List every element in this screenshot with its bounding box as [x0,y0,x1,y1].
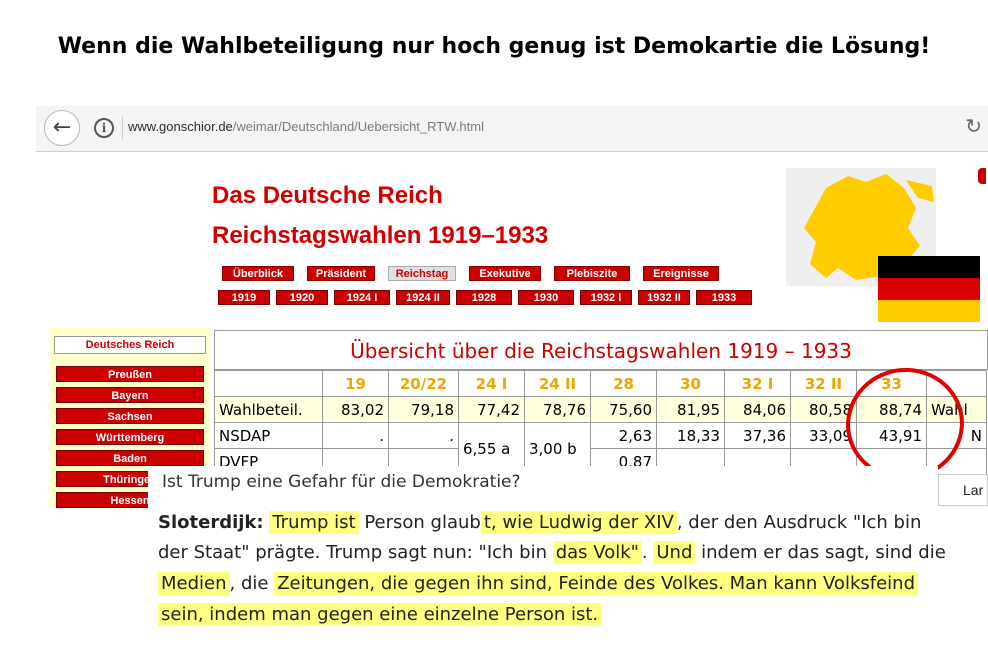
table-header-row: 19 20/22 24 I 24 II 28 30 32 I 32 II 33 [214,370,987,397]
table-cell: 81,95 [656,396,725,423]
germany-map-image [786,168,936,286]
nav-reichstag[interactable]: Reichstag [388,266,456,281]
table-cell: 2,63 [590,422,657,449]
sidebar-item-wuerttemberg[interactable]: Württemberg [56,429,204,445]
highlight: Und [653,541,696,564]
year-1919[interactable]: 1919 [218,290,270,305]
nav-praesident[interactable]: Präsident [307,266,375,281]
column-header: 24 II [524,370,591,397]
table-header-corner [214,370,323,397]
nav-ereignisse[interactable]: Ereignisse [643,266,719,281]
back-arrow-icon[interactable]: ← [44,110,80,146]
column-header [926,370,987,397]
year-1928[interactable]: 1928 [456,290,512,305]
table-cell: 77,42 [458,396,525,423]
site-title: Das Deutsche Reich [212,182,443,209]
row-label: Wahlbeteil. [214,396,323,423]
nav-plebiszite[interactable]: Plebiszite [554,266,630,281]
text-span: der Staat" prägte. Trump sagt nun: "Ich … [158,542,553,563]
interview-question: Ist Trump eine Gefahr für die Demokratie… [162,472,521,492]
url-domain: www.gonschior.de [128,119,233,134]
table-cell: 43,91 [856,422,927,449]
main-nav: Überblick Präsident Reichstag Exekutive … [222,266,732,281]
table-cell [926,448,987,475]
year-nav: 1919 1920 1924 I 1924 II 1928 1930 1932 … [218,290,758,305]
year-1932-i[interactable]: 1932 I [580,290,632,305]
table-cell: N [926,422,987,449]
text-span: . [641,542,654,563]
url-path: /weimar/Deutschland/Uebersicht_RTW.html [232,119,484,134]
table-cell: 18,33 [656,422,725,449]
year-1924-ii[interactable]: 1924 II [396,290,450,305]
table-cell: . [322,422,389,449]
table-title: Übersicht über die Reichstagswahlen 1919… [214,330,988,370]
article-line-2: der Staat" prägte. Trump sagt nun: "Ich … [158,541,946,564]
column-header: 19 [322,370,389,397]
table-cell: 37,36 [724,422,791,449]
column-header: 32 I [724,370,791,397]
headline: Wenn die Wahlbeteiligung nur hoch genug … [57,34,931,59]
text-span: indem er das sagt, sind die [695,542,946,563]
highlight: das Volk" [552,541,642,564]
highlight: sein, indem man gegen eine einzelne Pers… [158,603,602,626]
table-row: NSDAP . . 6,55 a 3,00 b 2,63 18,33 37,36… [214,422,987,475]
address-bar[interactable]: www.gonschior.de/weimar/Deutschland/Uebe… [128,119,484,134]
site-logo-fragment [978,168,986,184]
table-row: Wahlbeteil. 83,02 79,18 77,42 78,76 75,6… [214,396,987,423]
nav-ueberblick[interactable]: Überblick [222,266,294,281]
nav-exekutive[interactable]: Exekutive [469,266,541,281]
highlight: Medien [158,572,230,595]
article-line-1: Sloterdijk: Trump ist Person glaub t, wie… [158,511,922,534]
text-span: , der den Ausdruck "Ich bin [676,512,922,533]
column-header: 24 I [458,370,525,397]
table-cell: 78,76 [524,396,591,423]
article-line-4: sein, indem man gegen eine einzelne Pers… [158,603,602,626]
column-header: 28 [590,370,657,397]
site-subtitle: Reichstagswahlen 1919–1933 [212,222,549,249]
article-line-3: Medien, die Zeitungen, die gegen ihn sin… [158,572,918,595]
table-cell: 88,74 [856,396,927,423]
browser-toolbar: ← i www.gonschior.de/weimar/Deutschland/… [36,106,988,152]
sidebar-item-preussen[interactable]: Preußen [56,366,204,382]
row-label: NSDAP [214,422,323,449]
table-cell: . [388,422,459,449]
column-header: 20/22 [388,370,459,397]
table-cell: 83,02 [322,396,389,423]
table-cell: Wahl [926,396,987,423]
highlight: Trump ist [269,511,359,534]
year-1933[interactable]: 1933 [696,290,752,305]
year-1932-ii[interactable]: 1932 II [638,290,690,305]
sidebar-item-sachsen[interactable]: Sachsen [56,408,204,424]
url-separator [122,116,123,140]
table-cell: 75,60 [590,396,657,423]
highlight: t, wie Ludwig der XIV [480,511,677,534]
year-1920[interactable]: 1920 [276,290,328,305]
text-span: , die [229,573,275,594]
table-row: DVFP 0,87 [214,448,987,475]
column-header: 32 II [790,370,857,397]
speaker-name: Sloterdijk: [158,512,264,533]
highlight: Zeitungen, die gegen ihn sind, Feinde de… [274,572,918,595]
year-1930[interactable]: 1930 [518,290,574,305]
table-cell: 80,58 [790,396,857,423]
text-span: Person glaub [358,512,481,533]
reload-icon[interactable]: ↻ [965,114,982,138]
table-cell: 84,06 [724,396,791,423]
language-button[interactable]: Lar [938,474,988,506]
sidebar-item-baden[interactable]: Baden [56,450,204,466]
table-cell: 79,18 [388,396,459,423]
info-icon[interactable]: i [94,118,114,138]
election-overview-table: Übersicht über die Reichstagswahlen 1919… [214,330,988,480]
sidebar-item-bayern[interactable]: Bayern [56,387,204,403]
sidebar-head[interactable]: Deutsches Reich [54,336,206,354]
german-flag-image [878,256,980,322]
year-1924-i[interactable]: 1924 I [334,290,390,305]
column-header: 30 [656,370,725,397]
